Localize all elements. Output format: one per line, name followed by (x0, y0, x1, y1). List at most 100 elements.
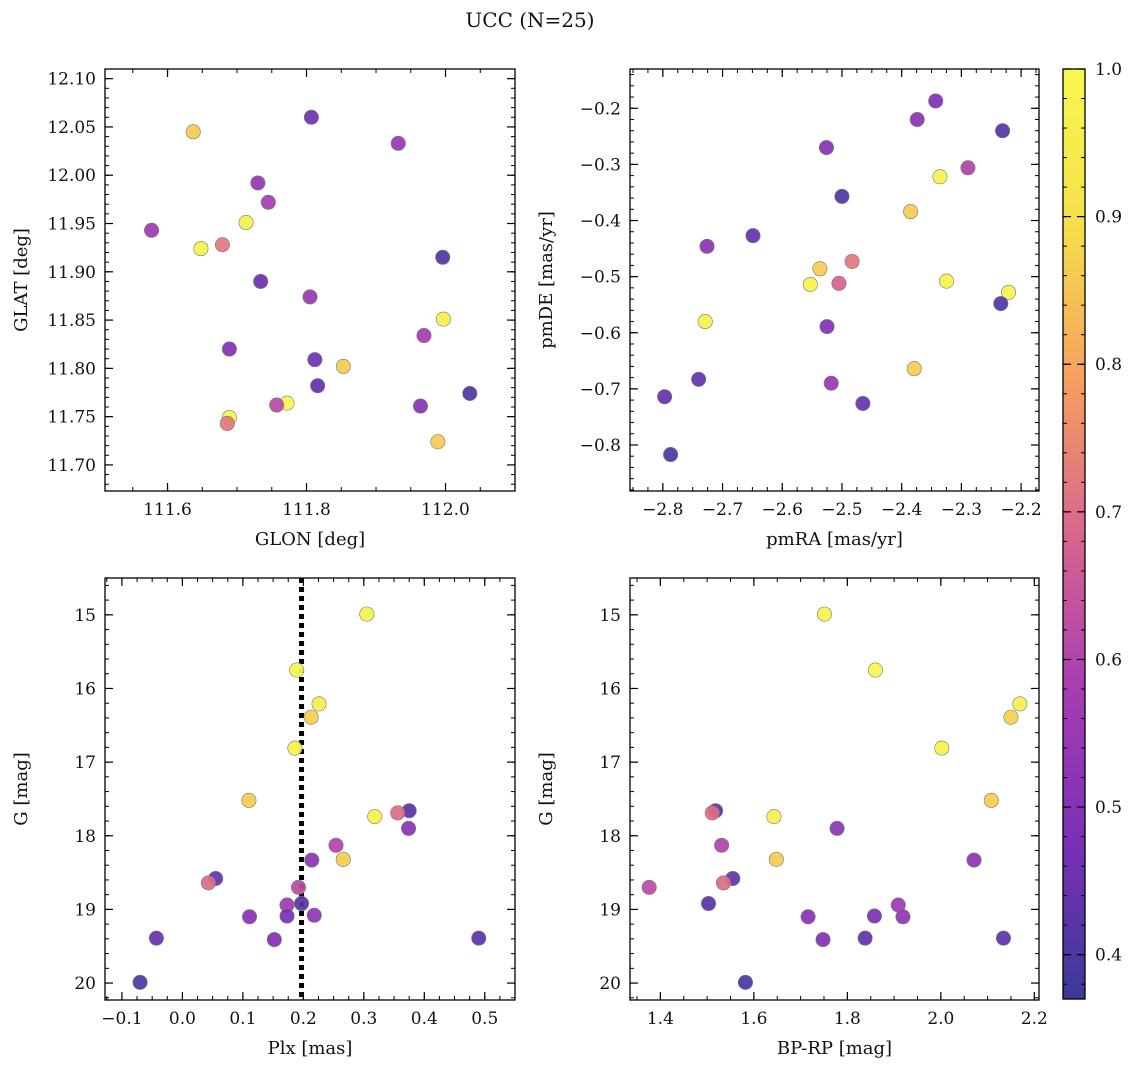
scatter-point (844, 253, 860, 269)
scatter-point (909, 112, 925, 128)
x-tick-label: 0.1 (229, 1009, 256, 1029)
y-tick-label: 19 (599, 900, 621, 920)
scatter-point (435, 249, 451, 265)
y-tick-label: 16 (74, 679, 96, 699)
scatter-point (266, 932, 282, 948)
x-tick-label: 1.4 (647, 1009, 674, 1029)
x-tick-label: −0.1 (101, 1009, 142, 1029)
colorbar-tick-label: 0.8 (1095, 355, 1122, 375)
scatter-point (148, 930, 164, 946)
scatter-point (802, 276, 818, 292)
figure-title: UCC (N=25) (465, 8, 594, 32)
scatter-point (812, 261, 828, 277)
panel-plx-g: −0.1 0.0 0.1 0.2 0.3 0.4 0.5 15 16 17 18 19 20 Plx [m… (11, 577, 516, 1059)
y-tick-label: −0.8 (580, 436, 621, 456)
scatter-point (144, 222, 160, 238)
x-tick-label: −2.6 (762, 500, 803, 520)
scatter-point (1003, 709, 1019, 725)
y-tick-label: −0.3 (580, 155, 621, 175)
y-tick-label: 20 (599, 974, 621, 994)
x-tick-label: 0.3 (350, 1009, 377, 1029)
scatter-point (279, 908, 295, 924)
scatter-point (430, 434, 446, 450)
y-tick-label: 19 (74, 900, 96, 920)
scatter-point (416, 328, 432, 344)
scatter-point (829, 820, 845, 836)
x-tick-label: 112.0 (421, 500, 470, 520)
y-tick-label: −0.4 (580, 212, 621, 232)
scatter-point (214, 237, 230, 253)
scatter-point (287, 740, 303, 756)
scatter-point (867, 662, 883, 678)
y-axis-label: pmDE [mas/yr] (536, 211, 557, 349)
scatter-point (903, 204, 919, 220)
scatter-point (715, 875, 731, 891)
scatter-point (390, 135, 406, 151)
y-tick-label: 18 (74, 827, 96, 847)
scatter-point (995, 930, 1011, 946)
scatter-point (260, 194, 276, 210)
y-tick-label: 11.85 (47, 311, 96, 331)
y-tick-label: 15 (74, 606, 96, 626)
scatter-point (335, 358, 351, 374)
scatter-point (934, 740, 950, 756)
scatter-point (238, 215, 254, 231)
scatter-point (995, 123, 1011, 139)
scatter-point (704, 805, 720, 821)
scatter-point (866, 908, 882, 924)
scatter-point (200, 875, 216, 891)
scatter-point (818, 140, 834, 156)
scatter-point (657, 389, 673, 405)
axes-frame (629, 577, 1040, 1001)
x-tick-label: 1.8 (834, 1009, 861, 1029)
y-tick-label: −0.6 (580, 324, 621, 344)
scatter-points (144, 109, 478, 450)
x-tick-label: −2.3 (941, 500, 982, 520)
x-tick-label: 1.6 (740, 1009, 767, 1029)
colorbar-tick-label: 0.5 (1095, 798, 1122, 818)
y-tick-label: −0.5 (580, 268, 621, 288)
x-tick-label: −2.8 (642, 500, 683, 520)
colorbar-tick-label: 0.6 (1095, 650, 1122, 670)
y-axis-label: GLAT [deg] (11, 228, 32, 332)
scatter-point (697, 314, 713, 330)
colorbar-tick-label: 1.0 (1095, 60, 1122, 80)
scatter-point (966, 852, 982, 868)
x-tick-label: 2.2 (1021, 1009, 1048, 1029)
scatter-points (641, 606, 1028, 990)
y-tick-label: 18 (599, 827, 621, 847)
x-tick-label: −2.2 (1000, 500, 1041, 520)
x-tick-label: 0.5 (471, 1009, 498, 1029)
scatter-point (737, 974, 753, 990)
colorbar-tick-label: 0.7 (1095, 503, 1122, 523)
scatter-point (367, 809, 383, 825)
scatter-point (242, 909, 258, 925)
scatter-point (294, 896, 310, 912)
scatter-point (302, 289, 318, 305)
scatter-point (714, 837, 730, 853)
scatter-point (831, 275, 847, 291)
colorbar-tick-label: 0.4 (1095, 946, 1122, 966)
scatter-point (328, 837, 344, 853)
y-tick-label: 17 (74, 753, 96, 773)
scatter-point (303, 109, 319, 125)
x-tick-label: 0.0 (169, 1009, 196, 1029)
scatter-point (335, 851, 351, 867)
scatter-point (699, 238, 715, 254)
panel-pm: −2.8 −2.7 −2.6 −2.5 −2.4 −2.3 −2.2 −0.8 −0.7 −0.6… (536, 68, 1042, 550)
axes-frame (104, 577, 516, 1001)
scatter-point (745, 228, 761, 244)
scatter-point (304, 852, 320, 868)
x-axis-label: pmRA [mas/yr] (766, 529, 903, 550)
x-axis-label: Plx [mas] (268, 1038, 353, 1059)
scatter-point (307, 352, 323, 368)
x-tick-label: 0.2 (290, 1009, 317, 1029)
panel-cmd: 1.4 1.6 1.8 2.0 2.2 15 16 17 18 19 20 BP-RP [mag] G … (536, 577, 1048, 1059)
y-tick-label: 12.00 (47, 166, 96, 186)
scatter-point (310, 378, 326, 394)
scatter-point (132, 974, 148, 990)
scatter-point (185, 124, 201, 140)
axes-frame (104, 68, 516, 492)
scatter-point (895, 909, 911, 925)
